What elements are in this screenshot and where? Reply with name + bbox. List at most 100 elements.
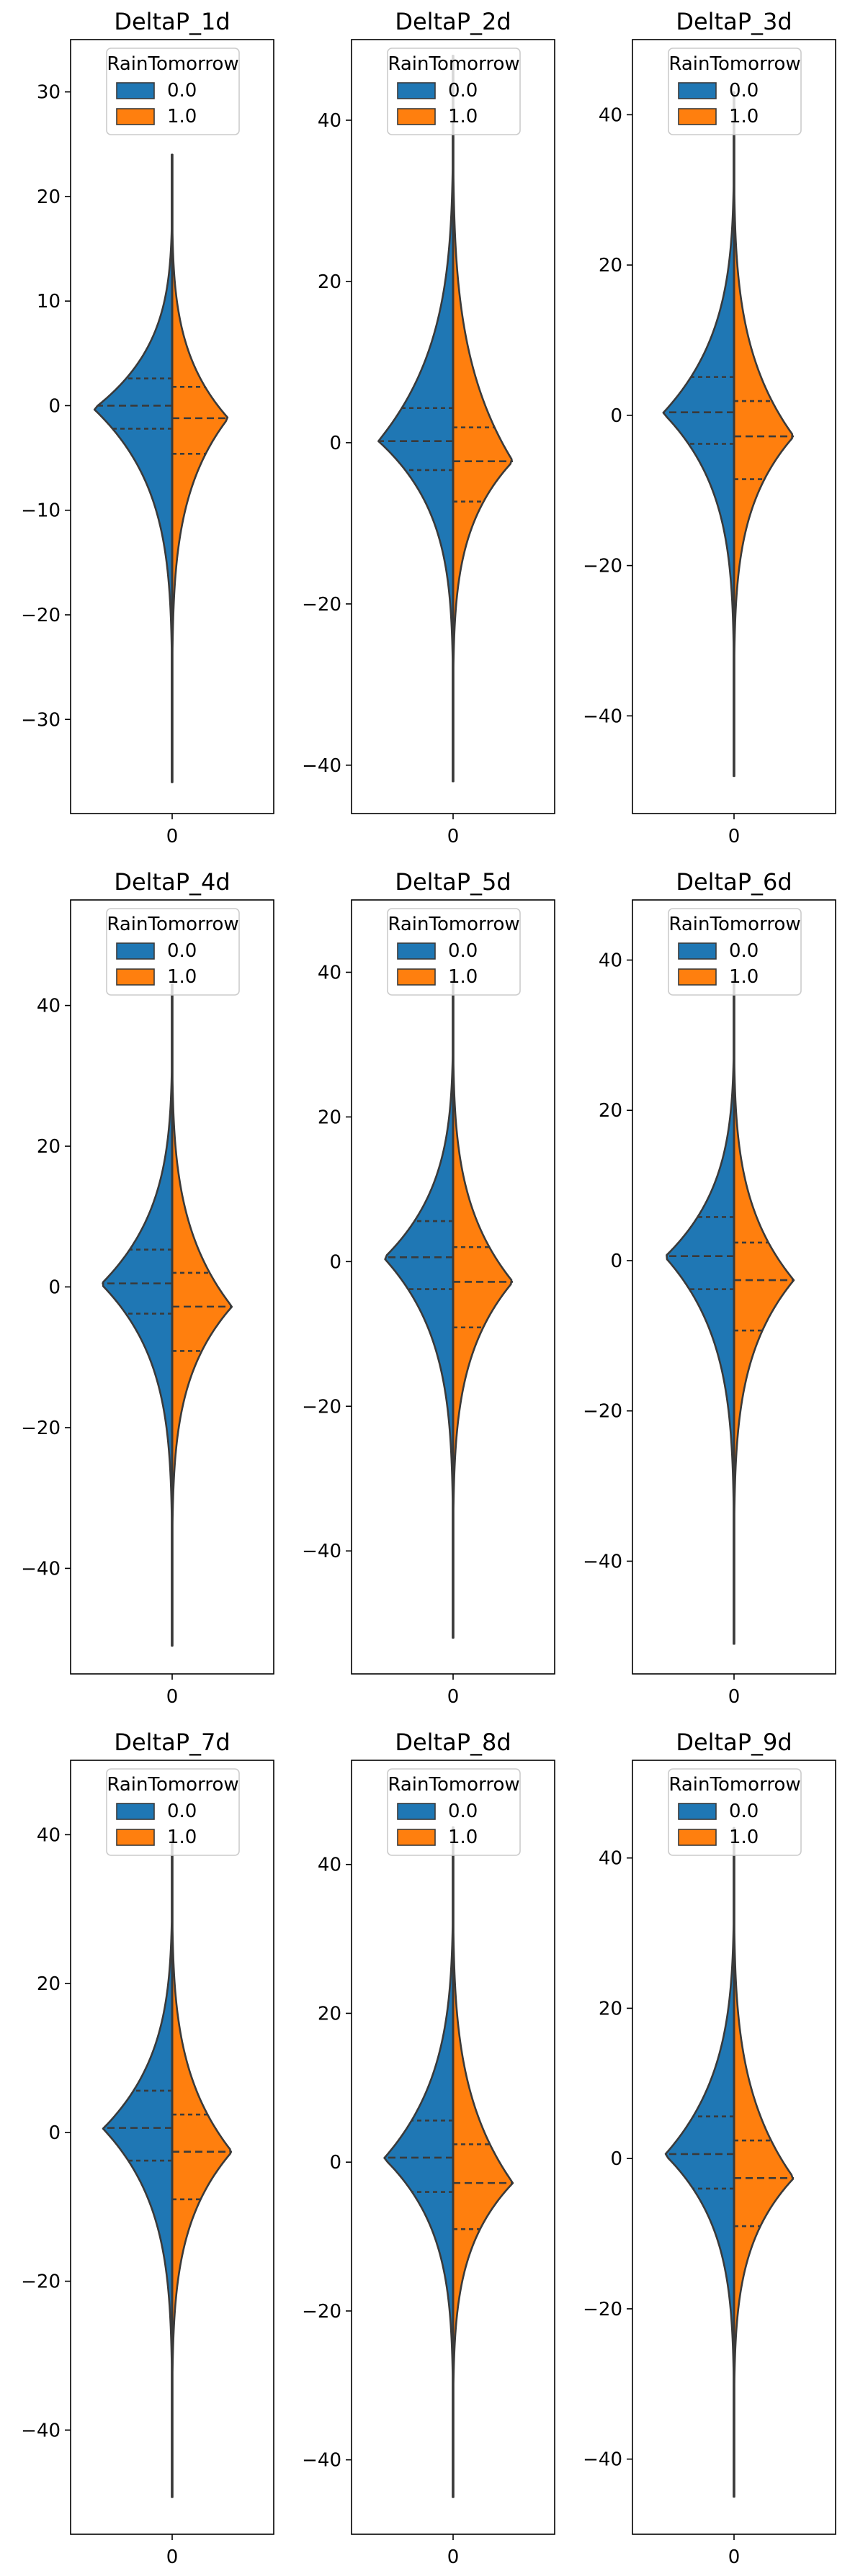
legend: RainTomorrow 0.0 1.0 — [106, 908, 240, 996]
x-tick-label: 0 — [447, 2546, 460, 2568]
legend-label-1.0: 1.0 — [167, 966, 197, 988]
subplot-DeltaP_3d: DeltaP_3d −40 −20 0 20 40 0 RainTomorrow 0.0 1.0 — [583, 8, 836, 847]
y-tick-label: −20 — [21, 605, 61, 626]
y-tick-label: −20 — [302, 2301, 341, 2323]
subplot-title: DeltaP_6d — [676, 868, 792, 896]
y-tick-label: −10 — [21, 500, 61, 522]
legend-label-1.0: 1.0 — [729, 1827, 759, 1848]
y-tick-label: 0 — [48, 2122, 61, 2144]
legend-label-0.0: 0.0 — [167, 940, 197, 962]
y-tick-label: 40 — [599, 1848, 622, 1870]
y-tick-label: 0 — [48, 1277, 61, 1299]
legend-title: RainTomorrow — [668, 914, 800, 935]
y-tick-label: 0 — [610, 2148, 622, 2170]
subplot-DeltaP_7d: DeltaP_7d −40 −20 0 20 40 0 RainTomorrow 0.0 1.0 — [21, 1729, 274, 2568]
legend-label-0.0: 0.0 — [729, 940, 759, 962]
legend-title: RainTomorrow — [107, 1774, 238, 1796]
legend-title: RainTomorrow — [107, 53, 238, 75]
legend-label-0.0: 0.0 — [167, 1801, 197, 1822]
y-tick-label: 0 — [48, 395, 61, 417]
legend-label-1.0: 1.0 — [448, 1827, 478, 1848]
x-tick-label: 0 — [728, 2546, 741, 2568]
legend-label-0.0: 0.0 — [448, 940, 478, 962]
y-tick-label: −20 — [583, 1401, 622, 1423]
legend-label-0.0: 0.0 — [729, 80, 759, 102]
subplot-DeltaP_5d: DeltaP_5d −40 −20 0 20 40 0 RainTomorrow 0.0 1.0 — [302, 868, 555, 1708]
subplot-title: DeltaP_7d — [114, 1729, 230, 1756]
legend-label-1.0: 1.0 — [729, 106, 759, 127]
legend: RainTomorrow 0.0 1.0 — [387, 48, 521, 135]
y-tick-label: 10 — [37, 291, 61, 312]
y-tick-label: 0 — [610, 1251, 622, 1272]
y-tick-label: 40 — [37, 996, 61, 1017]
subplot-DeltaP_4d: DeltaP_4d −40 −20 0 20 40 0 RainTomorrow 0.0 1.0 — [21, 868, 274, 1708]
y-tick-label: 30 — [37, 82, 61, 104]
legend-swatch-0.0 — [116, 1803, 155, 1820]
x-tick-label: 0 — [166, 1686, 179, 1708]
subplot-title: DeltaP_3d — [676, 8, 792, 35]
y-tick-label: −40 — [302, 2450, 341, 2472]
legend-swatch-0.0 — [397, 942, 436, 960]
legend-label-1.0: 1.0 — [729, 966, 759, 988]
legend-label-1.0: 1.0 — [448, 966, 478, 988]
legend-title: RainTomorrow — [668, 53, 800, 75]
legend-label-0.0: 0.0 — [167, 80, 197, 102]
y-tick-label: −20 — [302, 594, 341, 616]
legend-title: RainTomorrow — [668, 1774, 800, 1796]
legend-swatch-1.0 — [678, 968, 717, 986]
y-tick-label: −30 — [21, 709, 61, 731]
legend-label-0.0: 0.0 — [729, 1801, 759, 1822]
legend-swatch-0.0 — [678, 1803, 717, 1820]
y-tick-label: −40 — [583, 2449, 622, 2471]
legend-label-1.0: 1.0 — [167, 106, 197, 127]
legend-swatch-1.0 — [116, 1829, 155, 1846]
y-tick-label: −40 — [302, 1541, 341, 1562]
legend-swatch-1.0 — [116, 108, 155, 125]
y-tick-label: −40 — [21, 2420, 61, 2441]
legend-label-1.0: 1.0 — [448, 106, 478, 127]
x-tick-label: 0 — [166, 2546, 179, 2568]
y-tick-label: 20 — [318, 271, 341, 293]
legend-swatch-0.0 — [397, 82, 436, 99]
subplot-DeltaP_2d: DeltaP_2d −40 −20 0 20 40 0 RainTomorrow 0.0 1.0 — [302, 8, 555, 847]
subplot-DeltaP_6d: DeltaP_6d −40 −20 0 20 40 0 RainTomorrow 0.0 1.0 — [583, 868, 836, 1708]
y-tick-label: 20 — [318, 2003, 341, 2025]
legend-swatch-1.0 — [678, 108, 717, 125]
y-tick-label: 40 — [318, 110, 341, 132]
legend: RainTomorrow 0.0 1.0 — [106, 1768, 240, 1856]
y-tick-label: −20 — [583, 2299, 622, 2320]
subplot-title: DeltaP_5d — [395, 868, 511, 896]
x-tick-label: 0 — [166, 826, 179, 847]
legend-swatch-1.0 — [397, 968, 436, 986]
y-tick-label: 40 — [37, 1824, 61, 1846]
y-tick-label: 20 — [599, 1100, 622, 1122]
legend-swatch-1.0 — [678, 1829, 717, 1846]
legend-swatch-0.0 — [678, 942, 717, 960]
legend-title: RainTomorrow — [388, 914, 519, 935]
y-tick-label: −20 — [302, 1396, 341, 1418]
y-tick-label: 0 — [610, 405, 622, 427]
y-tick-label: −40 — [302, 755, 341, 777]
subplot-title: DeltaP_1d — [114, 8, 230, 35]
legend: RainTomorrow 0.0 1.0 — [668, 48, 802, 135]
y-tick-label: 40 — [318, 1855, 341, 1876]
y-tick-label: 20 — [37, 1136, 61, 1158]
legend-label-0.0: 0.0 — [448, 1801, 478, 1822]
y-tick-label: 40 — [599, 950, 622, 971]
legend: RainTomorrow 0.0 1.0 — [106, 48, 240, 135]
subplot-DeltaP_8d: DeltaP_8d −40 −20 0 20 40 0 RainTomorrow 0.0 1.0 — [302, 1729, 555, 2568]
y-tick-label: −20 — [583, 556, 622, 577]
legend-label-0.0: 0.0 — [448, 80, 478, 102]
y-tick-label: 20 — [37, 1973, 61, 1995]
legend-title: RainTomorrow — [107, 914, 238, 935]
legend-title: RainTomorrow — [388, 53, 519, 75]
y-tick-label: −20 — [21, 1418, 61, 1439]
legend-label-1.0: 1.0 — [167, 1827, 197, 1848]
x-tick-label: 0 — [728, 826, 741, 847]
legend: RainTomorrow 0.0 1.0 — [387, 908, 521, 996]
legend-swatch-1.0 — [397, 108, 436, 125]
y-tick-label: 20 — [37, 186, 61, 208]
y-tick-label: 0 — [329, 433, 341, 454]
x-tick-label: 0 — [447, 1686, 460, 1708]
